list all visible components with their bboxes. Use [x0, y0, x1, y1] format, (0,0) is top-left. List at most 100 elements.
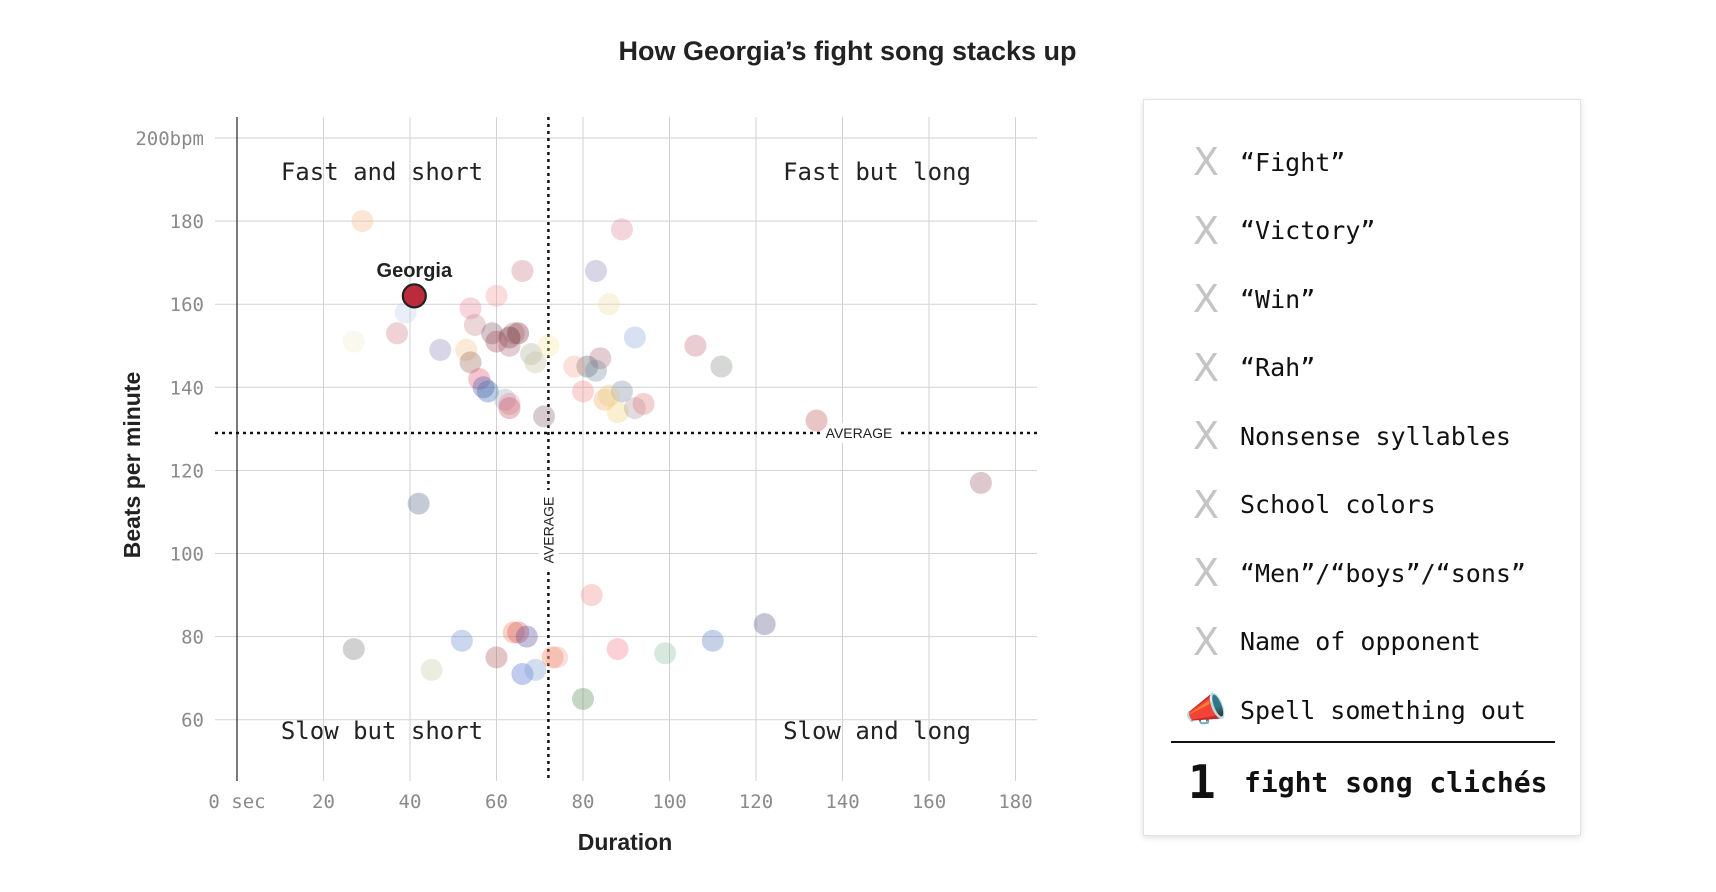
georgia-point-label: Georgia: [377, 260, 453, 282]
quadrant-label-slow-long: Slow and long: [783, 717, 971, 745]
checklist-item-label: “Men”/“boys”/“sons”: [1240, 558, 1526, 588]
y-tick-label: 160: [170, 294, 204, 316]
data-point: [498, 392, 521, 415]
x-icon: X: [1192, 482, 1220, 527]
y-tick-label: 80: [181, 627, 204, 649]
cliche-count-label: fight song clichés: [1244, 765, 1548, 799]
checklist-divider: [1171, 741, 1555, 743]
checklist-item: X “Victory”: [1174, 208, 1376, 253]
checklist-item-label: School colors: [1240, 490, 1436, 519]
data-point: [450, 629, 473, 652]
x-icon: X: [1192, 140, 1220, 184]
data-point: [459, 351, 482, 374]
data-point: [632, 392, 655, 415]
data-point: [386, 322, 409, 345]
data-point: [684, 334, 707, 357]
x-icon: X: [1192, 414, 1220, 458]
data-point: [610, 218, 633, 241]
y-tick-label: 120: [170, 460, 204, 482]
data-point: [420, 658, 443, 681]
grid-layer: [215, 117, 1037, 781]
checklist-item-label: “Win”: [1240, 284, 1316, 314]
x-tick-label: 160: [912, 791, 946, 813]
checklist-item: X “Rah”: [1174, 348, 1315, 388]
data-point: [576, 355, 599, 378]
megaphone-icon: 📣: [1184, 690, 1228, 730]
data-point: [589, 347, 612, 370]
y-tick-label: 140: [170, 377, 204, 399]
data-point: [485, 284, 508, 307]
data-point: [342, 330, 365, 353]
data-point: [593, 388, 616, 411]
checklist-item: X Nonsense syllables: [1174, 416, 1511, 456]
x-tick-label: 140: [825, 791, 859, 813]
data-point: [606, 638, 629, 661]
data-point: [563, 355, 586, 378]
checklist-item: X “Fight”: [1174, 142, 1345, 182]
data-point: [498, 326, 521, 349]
average-duration-label-bg: [538, 490, 559, 570]
data-point: [459, 297, 482, 320]
data-point: [507, 621, 530, 644]
data-point: [584, 359, 607, 382]
data-point: [623, 397, 646, 420]
average-duration-label: AVERAGE: [540, 497, 556, 564]
data-point: [455, 338, 478, 361]
data-point: [546, 646, 569, 669]
data-point: [494, 388, 517, 411]
quadrant-label-slow-short: Slow but short: [281, 717, 483, 745]
data-point: [572, 687, 594, 710]
checklist-item-label: “Rah”: [1240, 353, 1316, 382]
data-point: [969, 471, 992, 494]
data-point: [524, 658, 547, 681]
y-axis-label: Beats per minute: [119, 372, 145, 559]
data-point: [507, 322, 530, 345]
data-point: [511, 662, 534, 685]
checklist-item-label: Name of opponent: [1240, 627, 1481, 656]
data-point: [520, 343, 543, 366]
chart-title: How Georgia’s fight song stacks up: [618, 36, 1077, 66]
data-point: [537, 334, 560, 357]
data-point: [498, 334, 521, 357]
data-point: [476, 380, 499, 403]
data-point: [541, 646, 564, 669]
data-point: [472, 376, 495, 399]
x-tick-label: 20: [312, 791, 335, 813]
data-point: [429, 338, 452, 361]
x-tick-label: 80: [572, 791, 595, 813]
quadrant-labels: Fast and short Fast but long Slow but shor…: [281, 158, 971, 745]
data-points: [342, 210, 992, 710]
axis-layer: 0 sec 20 40 60 80 100 120 140 160 180 200bpm 180 160…: [135, 117, 1033, 813]
scatter-chart: 0 sec 20 40 60 80 100 120 140 160 180 200bpm 180 160…: [119, 117, 1037, 855]
data-point: [597, 384, 620, 407]
average-lines: AVERAGE AVERAGE: [215, 117, 1037, 781]
checklist-item-label: “Fight”: [1240, 147, 1346, 177]
data-point: [468, 367, 491, 390]
data-point: [463, 313, 486, 336]
average-bpm-label-bg: [820, 423, 898, 444]
x-tick-label: 120: [739, 791, 773, 813]
checklist-item: 📣 Spell something out: [1174, 690, 1526, 730]
average-bpm-label: AVERAGE: [826, 425, 893, 441]
y-tick-label: 200bpm: [135, 128, 204, 150]
data-point: [580, 584, 603, 607]
checklist-item: X School colors: [1174, 485, 1436, 525]
data-point: [502, 322, 525, 345]
x-icon: X: [1192, 208, 1220, 253]
data-point: [710, 355, 733, 378]
x-icon: X: [1192, 551, 1220, 595]
quadrant-label-fast-short: Fast and short: [281, 158, 483, 186]
data-point: [481, 322, 504, 345]
data-point: [485, 330, 508, 353]
y-tick-label: 100: [170, 544, 204, 566]
data-point: [805, 409, 828, 432]
data-point: [753, 613, 776, 636]
x-icon: X: [1192, 277, 1220, 321]
data-point: [342, 638, 365, 661]
checklist-item-label: “Victory”: [1240, 216, 1376, 245]
data-point: [524, 351, 547, 374]
data-point: [701, 629, 724, 652]
data-point: [498, 397, 521, 420]
data-point: [407, 492, 430, 515]
highlight-layer: Georgia: [377, 260, 453, 309]
